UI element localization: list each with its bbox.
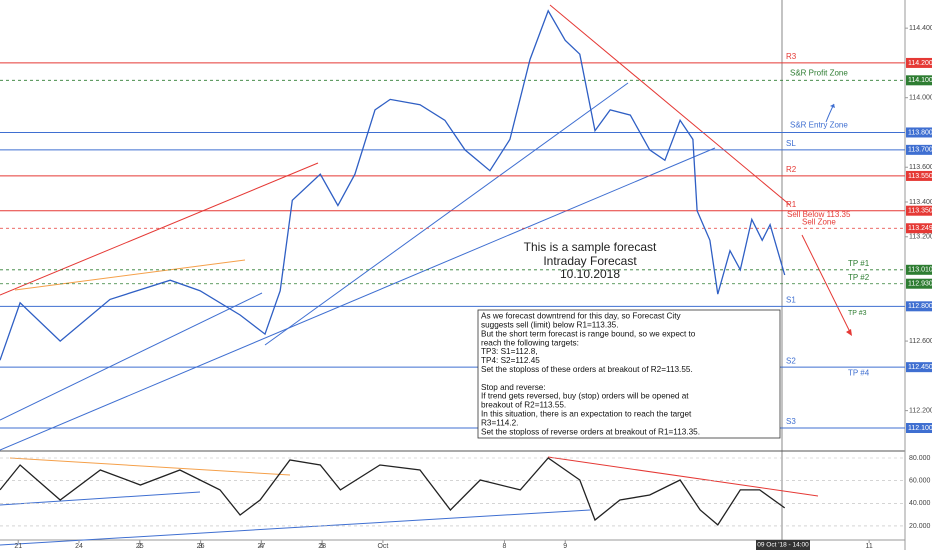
level-box [906, 278, 932, 289]
x-tick-label: 4 [259, 543, 263, 550]
cursor-box [756, 540, 810, 550]
arrows [801, 103, 852, 336]
x-tick-label: 3 [199, 543, 203, 550]
x-tick-label: 27 [257, 543, 265, 550]
level-label: 113.550 [908, 173, 932, 180]
x-tick-label: 9 [563, 543, 567, 550]
level-tag: S3 [786, 417, 796, 426]
level-label: 113.249 [908, 225, 932, 232]
y-tick-label: 60.000 [909, 477, 931, 484]
y-tick-label: 113.200 [909, 234, 932, 241]
level-label: 114.200 [908, 60, 932, 67]
chart-subtitle: Intraday Forecast [543, 254, 637, 268]
note-text: suggests sell (limit) below R1=113.35. [481, 320, 619, 329]
y-tick-label: 40.000 [909, 500, 931, 507]
level-label: 112.930 [908, 281, 932, 288]
y-tick-label: 80.000 [909, 455, 931, 462]
level-tag: R3 [786, 52, 797, 61]
level-label: 112.800 [908, 303, 932, 310]
level-box [906, 362, 932, 373]
y-tick-label: 114.000 [909, 95, 932, 102]
level-box [906, 223, 932, 234]
note-text: breakout of R2=113.55. [481, 401, 566, 410]
level-label: 112.450 [908, 364, 932, 371]
level-label: 113.700 [908, 147, 932, 154]
y-tick-label: 20.000 [909, 523, 931, 530]
y-tick-label: 113.400 [909, 199, 932, 206]
level-tag: SL [786, 139, 796, 148]
x-tick-label: 5 [320, 543, 324, 550]
y-tick-label: 113.600 [909, 164, 932, 171]
cursor-label: 09 Oct '18 - 14:00 [757, 542, 809, 549]
level-box [906, 205, 932, 216]
level-note: S&R Entry Zone [790, 121, 848, 130]
level-box [906, 75, 932, 86]
price-line [0, 9, 786, 361]
level-tag: R1 [786, 200, 797, 209]
level-box [906, 301, 932, 312]
note-text: TP4: S2=112.45 [481, 356, 540, 365]
x-tick-label: 21 [14, 543, 22, 550]
x-tick-label: 2 [138, 543, 142, 550]
note-text: Set the stoploss of reverse orders at br… [481, 427, 700, 436]
x-tick-label: 11 [865, 543, 872, 550]
chart-title: This is a sample forecast [524, 240, 657, 254]
x-tick-label: 24 [75, 543, 83, 550]
level-tag: TP #1 [848, 259, 870, 268]
note-text: Stop and reverse: [481, 383, 546, 392]
x-tick-label: 25 [136, 543, 144, 550]
note-text: But the short term forecast is range bou… [481, 329, 696, 338]
level-box [906, 57, 932, 68]
level-tag: R2 [786, 165, 797, 174]
level-tag: S1 [786, 295, 796, 304]
level-box [906, 127, 932, 138]
note-text: In this situation, there is an expectati… [481, 409, 692, 418]
level-box [906, 144, 932, 155]
level-tag: TP #2 [848, 273, 870, 282]
level-note: TP #4 [848, 368, 870, 377]
level-note: Sell Below 113.35 [787, 210, 851, 219]
x-tick-label: 26 [197, 543, 205, 550]
y-tick-label: 112.200 [909, 407, 932, 414]
x-tick-label: Oct [377, 543, 388, 550]
y-tick-label: 112.600 [909, 338, 932, 345]
level-box [906, 423, 932, 434]
note-text: TP3: S1=112.8, [481, 347, 538, 356]
x-tick-label: 28 [318, 543, 326, 550]
note-text: reach the following targets: [481, 338, 579, 347]
note-text: R3=114.2. [481, 418, 518, 427]
level-box [906, 170, 932, 181]
chart-subtitle: 10.10.2018 [560, 267, 620, 281]
note-text: If trend gets reversed, buy (stop) order… [481, 392, 689, 401]
level-tag: S2 [786, 356, 796, 365]
rsi-line [0, 457, 786, 526]
note-box [477, 309, 781, 439]
level-note: S&R Profit Zone [790, 68, 848, 77]
level-note: Sell Zone [802, 217, 836, 226]
level-label: 113.350 [908, 208, 932, 215]
trend-lines [0, 4, 819, 546]
x-tick-label: 8 [503, 543, 507, 550]
note-text: As we forecast downtrend for this day, s… [481, 312, 682, 321]
level-label: 113.800 [908, 129, 932, 136]
level-box [906, 264, 932, 275]
level-label: 114.100 [908, 77, 932, 84]
y-tick-label: 114.400 [909, 25, 932, 32]
note-text: Set the stoploss of these orders at brea… [481, 365, 693, 374]
tp-label: TP #3 [848, 310, 867, 317]
level-label: 113.010 [908, 267, 932, 274]
level-label: 112.100 [908, 425, 932, 432]
